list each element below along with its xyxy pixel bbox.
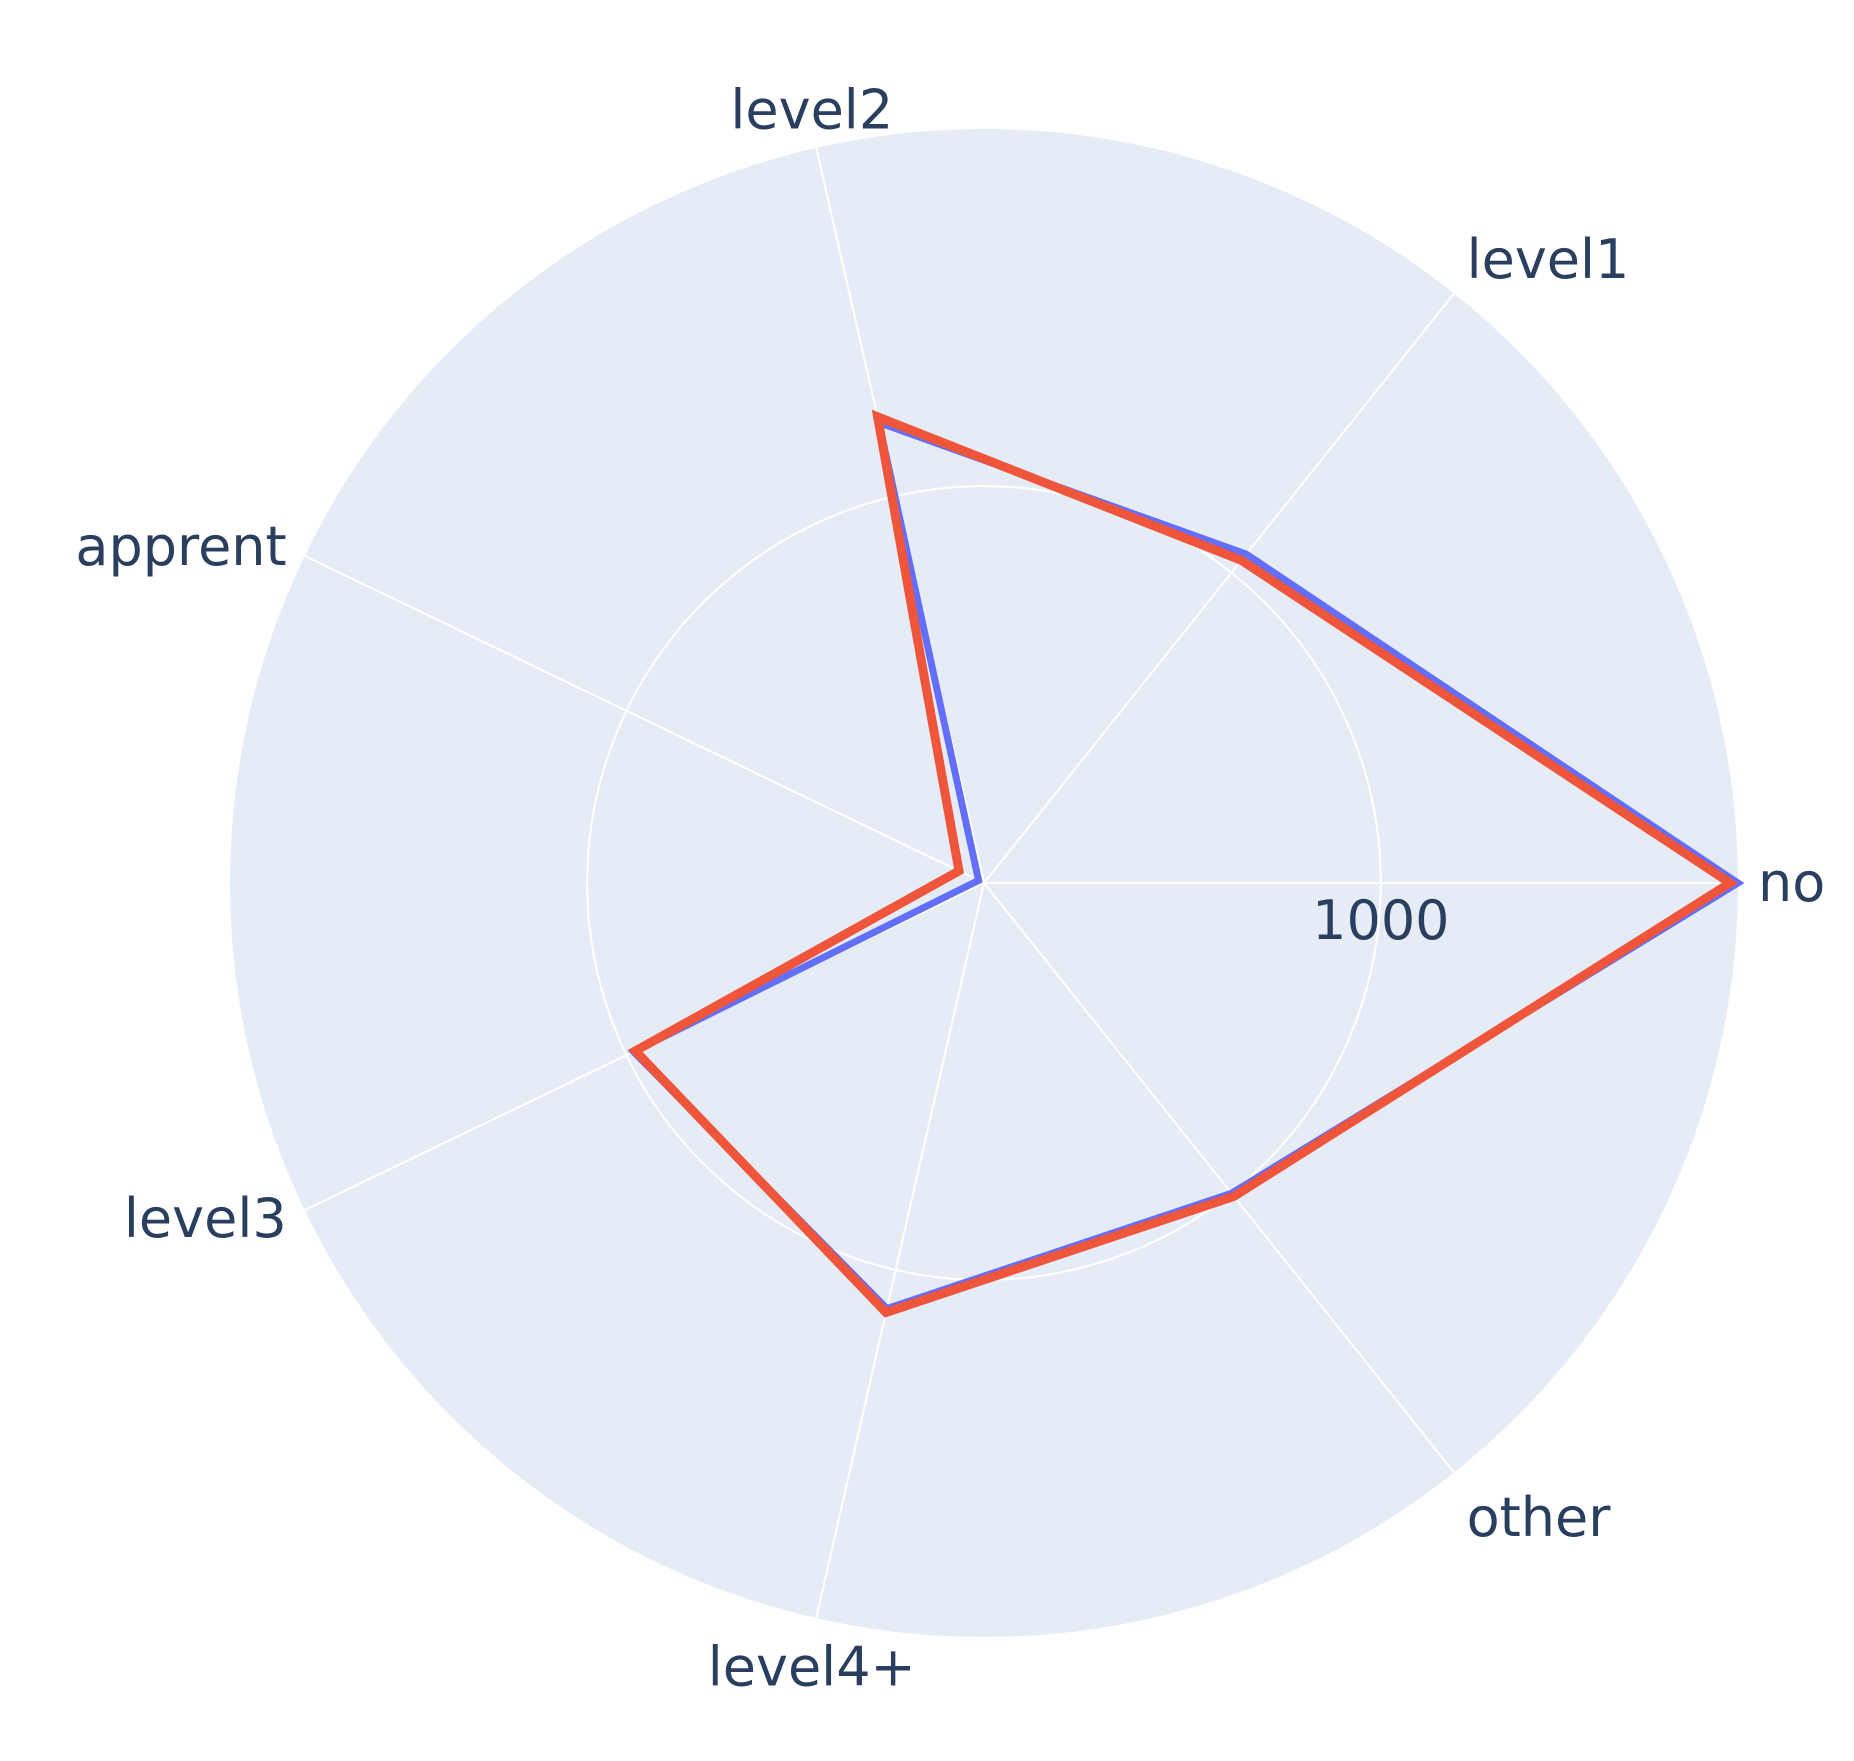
category-label-level2: level2 [730,78,893,141]
series-layer [627,409,1745,1318]
category-label-level1: level1 [1467,228,1630,291]
spoke-level4+ [815,882,985,1619]
series-2-line [628,409,1739,1318]
category-label-other: other [1467,1486,1612,1549]
spoke-other [983,882,1455,1474]
category-label-level4+: level4+ [708,1636,916,1699]
radial-tick-labels: 1000 [1312,889,1449,952]
category-label-apprent: apprent [75,515,286,578]
spoke-apprent [304,554,985,884]
category-label-level3: level3 [124,1187,287,1250]
radial-tick-label: 1000 [1312,889,1449,952]
category-label-no: no [1758,851,1825,914]
category-labels: no level1 level2 apprent level3 level4+ other [75,78,1825,1698]
spoke-level1 [983,292,1455,884]
